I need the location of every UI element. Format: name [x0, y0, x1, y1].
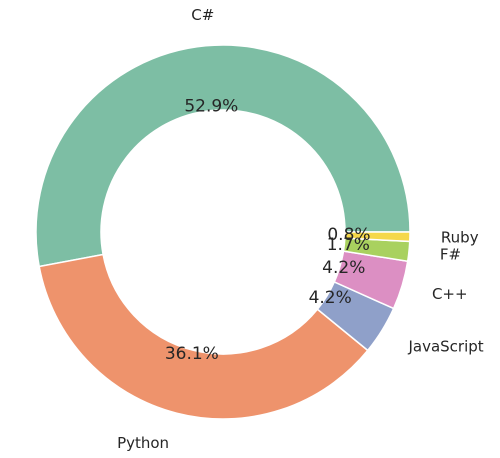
category-label-f-sharp: F#: [440, 246, 461, 264]
category-label-javascript: JavaScript: [407, 338, 483, 356]
pct-label-c-sharp: 52.9%: [184, 97, 238, 117]
slices-layer: [35, 44, 411, 420]
labels-layer: 52.9% C# 36.1% Python 4.2% JavaScript 4.2% C++ 1…: [117, 6, 484, 452]
category-label-c-sharp: C#: [191, 6, 214, 24]
category-label-cpp: C++: [432, 285, 468, 303]
pct-label-f-sharp: 1.7%: [327, 235, 370, 255]
pct-label-ruby: 0.8%: [327, 225, 370, 245]
slice-c-sharp: [35, 44, 411, 268]
slice-python: [38, 253, 369, 420]
pct-label-javascript: 4.2%: [309, 288, 352, 308]
category-label-python: Python: [117, 434, 169, 452]
category-label-ruby: Ruby: [441, 228, 479, 246]
slice-ruby: [344, 231, 411, 243]
pct-label-python: 36.1%: [165, 344, 219, 364]
pct-label-cpp: 4.2%: [322, 258, 365, 278]
